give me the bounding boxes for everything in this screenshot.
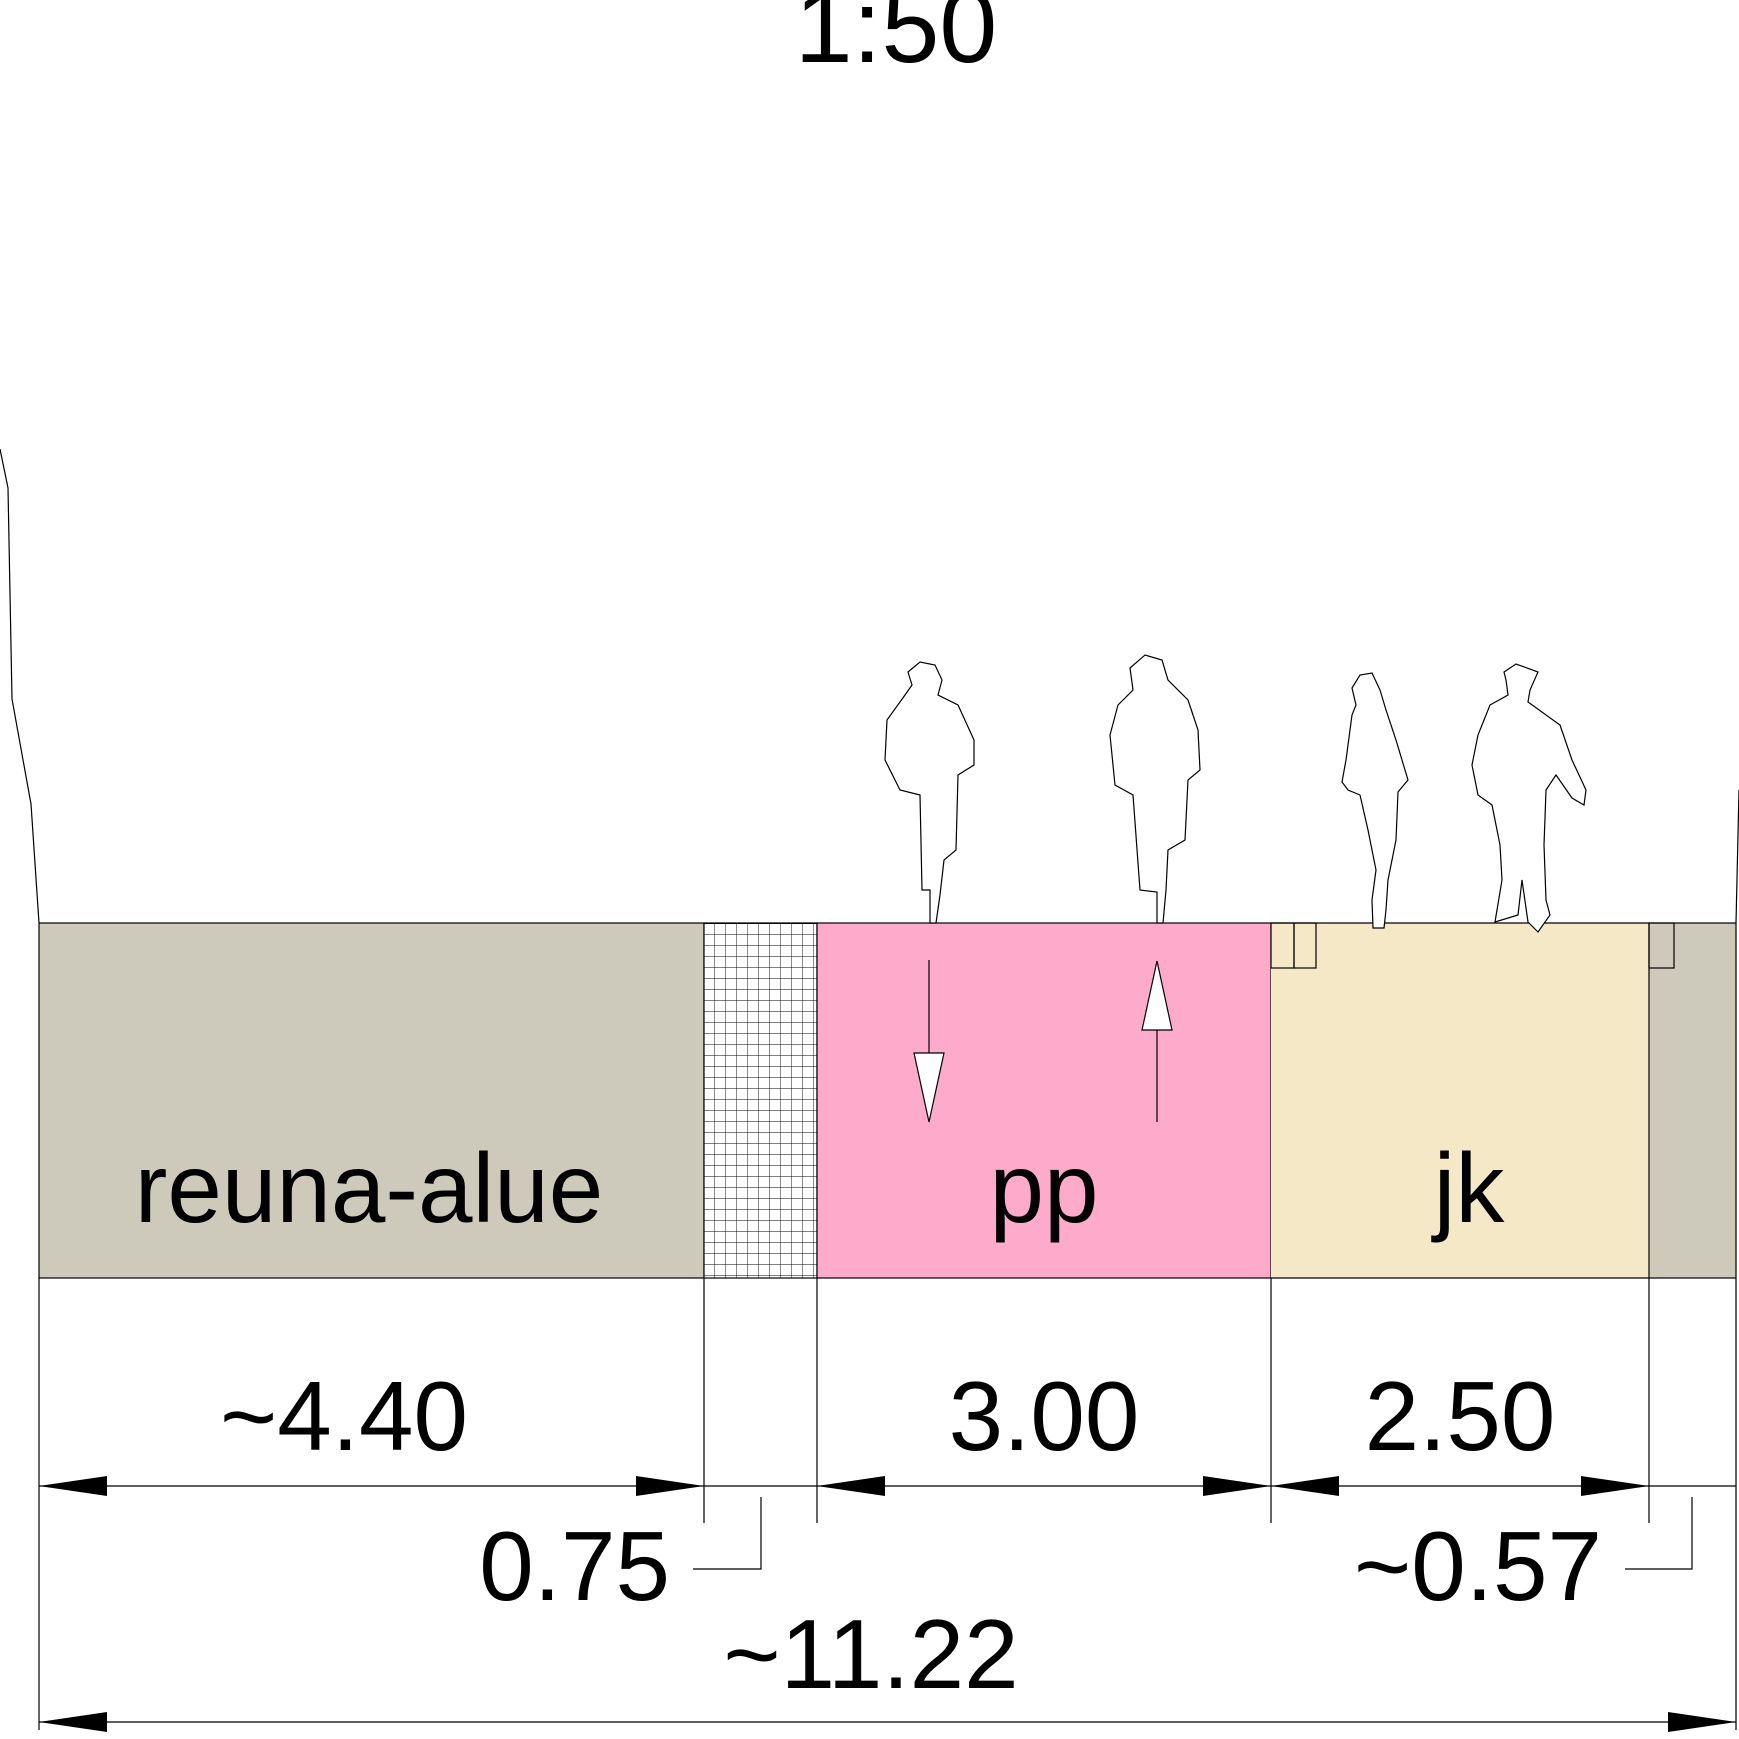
- zone-reuna-alue: [38, 922, 705, 1279]
- dimension-line: [39, 1476, 1736, 1496]
- people: [884, 654, 1587, 933]
- curb-stone: [1293, 922, 1317, 969]
- dimension-line-total: [39, 1712, 1736, 1732]
- dimension-label: ~0.57: [1354, 1511, 1602, 1621]
- zone-jk: [1271, 923, 1649, 1278]
- dimension-label: ~4.40: [220, 1361, 468, 1471]
- zone-edge-right: [1648, 922, 1737, 1279]
- curb-stone: [1648, 922, 1675, 969]
- extension-lines: [38, 1278, 1737, 1730]
- pedestrian: [1341, 672, 1409, 929]
- scale-title: 1:50: [795, 0, 997, 85]
- pedestrian: [1471, 663, 1587, 933]
- zone-pp: [816, 922, 1272, 1279]
- cyclist: [1109, 654, 1201, 924]
- leader: [693, 1497, 762, 1570]
- leader: [1625, 1497, 1693, 1570]
- zone-label: pp: [989, 1133, 1098, 1243]
- dimension-label: ~11.22: [723, 1599, 1018, 1709]
- direction-arrow-down: [913, 960, 945, 1123]
- dimension-label: 0.75: [479, 1511, 670, 1621]
- direction-arrow-up: [1141, 960, 1173, 1122]
- cyclist: [884, 661, 975, 924]
- zone-jk-edges: [1271, 922, 1649, 1279]
- zone-label: jk: [1431, 1133, 1506, 1243]
- zone-label: reuna-alue: [135, 1133, 604, 1243]
- dimension-label: 3.00: [949, 1361, 1140, 1471]
- dimension-label: 2.50: [1365, 1361, 1556, 1471]
- zone-hatched: [703, 922, 818, 1279]
- terrain-left: [0, 448, 40, 924]
